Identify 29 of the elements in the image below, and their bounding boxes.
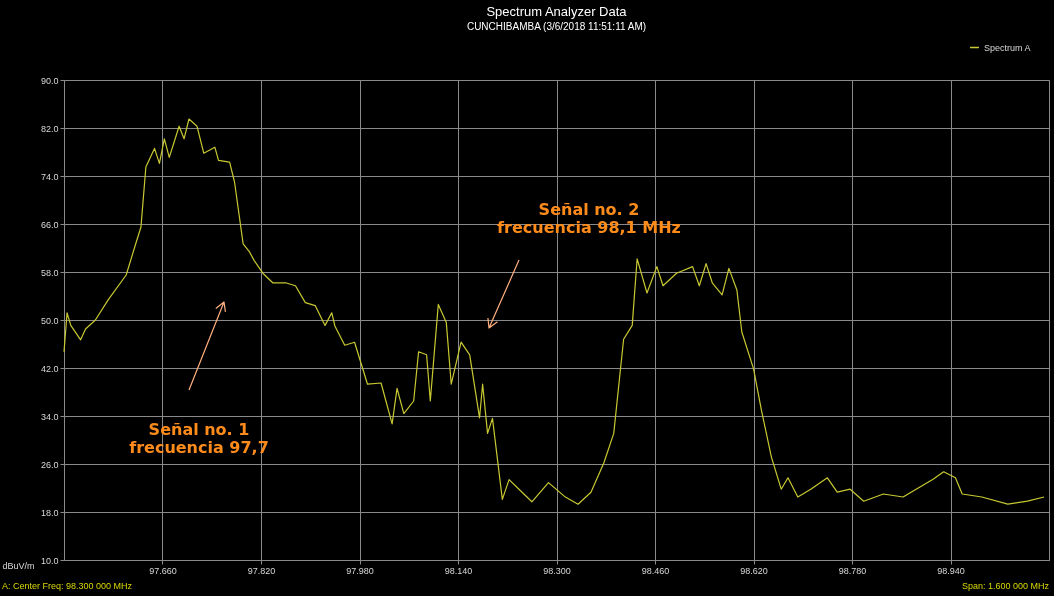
y-axis-title: dBuV/m [2, 560, 35, 571]
y-tick-label: 50.0 [40, 315, 59, 326]
x-tick-label: 97.820 [247, 565, 276, 576]
chart-subtitle: CUNCHIBAMBA (3/6/2018 11:51:11 AM) [466, 21, 647, 32]
annotation: Señal no. 2 frecuencia 98,1 MHz [497, 200, 681, 237]
x-tick-label: 98.940 [937, 565, 965, 576]
y-tick-label: 74.0 [40, 171, 59, 182]
x-tick-label: 98.300 [543, 565, 571, 576]
legend-label: Spectrum A [984, 42, 1031, 53]
y-tick-label: 58.0 [40, 267, 59, 278]
text: A: Center Freq: 98.300 000 MHz [2, 581, 133, 591]
x-tick-label: 97.660 [149, 565, 177, 576]
annotation: Señal no. 1 frecuencia 97,7 [129, 420, 269, 457]
y-tick-label: 34.0 [40, 411, 59, 422]
text: Span: 1.600 000 MHz [961, 581, 1050, 591]
y-tick-label: 42.0 [40, 363, 59, 374]
x-tick-label: 98.140 [444, 565, 473, 576]
y-tick-label: 10.0 [40, 555, 59, 566]
y-tick-label: 82.0 [40, 123, 59, 134]
y-tick-label: 26.0 [40, 459, 59, 470]
x-tick-label: 98.780 [838, 565, 867, 576]
line-series [63, 118, 1045, 505]
y-tick-label: 18.0 [40, 507, 59, 518]
y-tick-label: 66.0 [40, 219, 59, 230]
x-tick-label: 98.460 [641, 565, 670, 576]
y-tick-label: 90.0 [40, 75, 59, 86]
x-tick-label: 97.980 [346, 565, 374, 576]
chart-title: Spectrum Analyzer Data [486, 4, 628, 19]
x-tick-label: 98.620 [740, 565, 768, 576]
